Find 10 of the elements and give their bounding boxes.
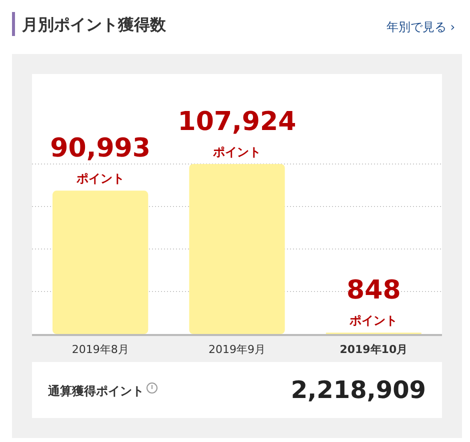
x-tick-label: 2019年9月: [208, 343, 266, 356]
text: 2,218,909: [290, 376, 426, 404]
x-tick-label: 2019年8月: [72, 343, 129, 356]
text: 通算獲得ポイント: [47, 384, 144, 398]
x-tick-label: 2019年10月: [340, 343, 408, 356]
data-label: 848 ポイント: [346, 276, 401, 328]
text: 年別で見る ›: [386, 20, 455, 34]
chart-title: 月別ポイント獲得数: [21, 15, 167, 34]
data-label: 107,924 ポイント: [178, 107, 296, 159]
data-label: 90,993 ポイント: [50, 134, 151, 186]
